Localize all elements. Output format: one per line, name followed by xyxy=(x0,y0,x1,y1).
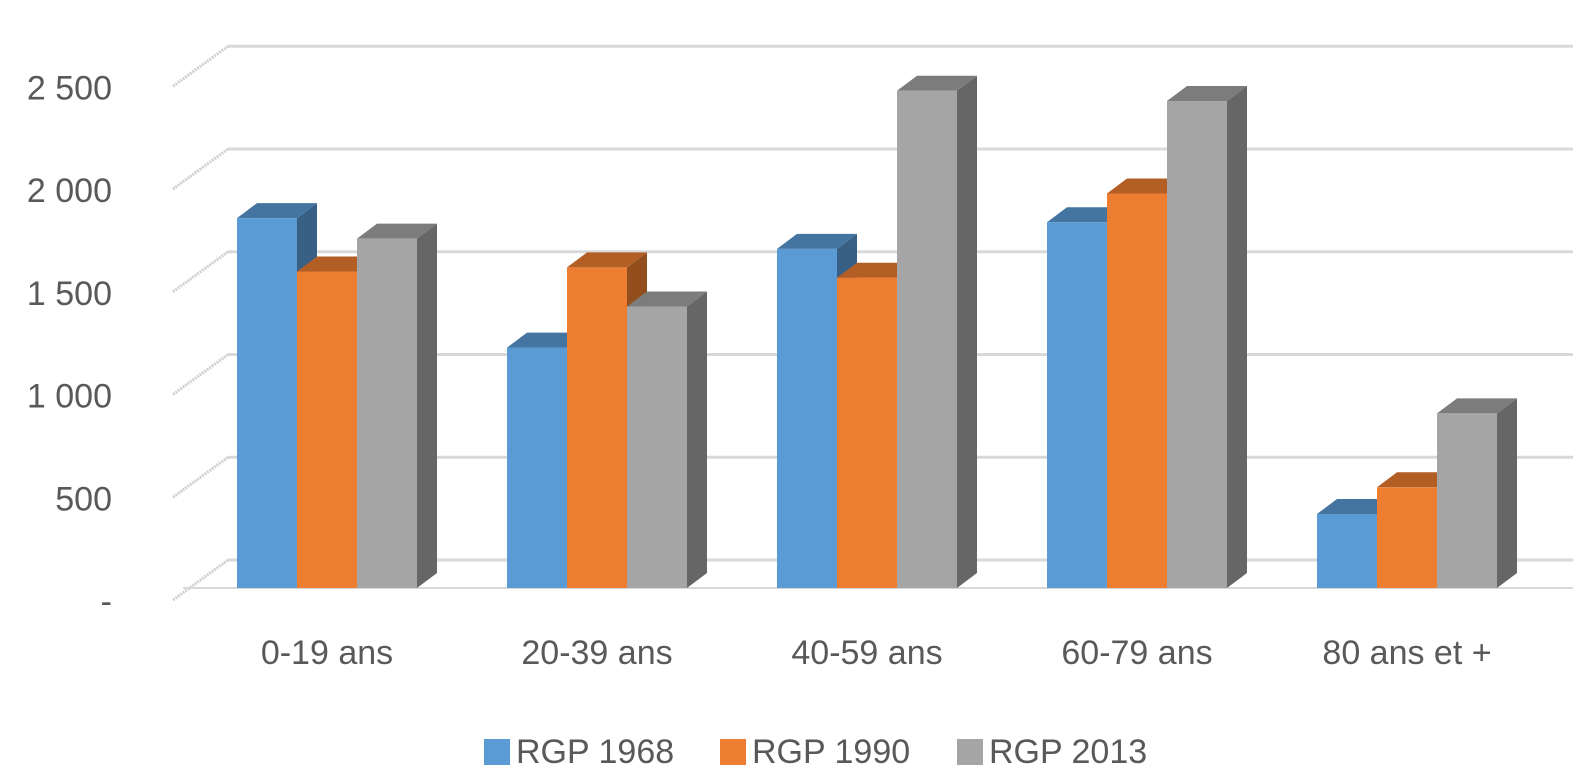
bar-front xyxy=(897,90,957,588)
bar-front xyxy=(297,271,357,588)
bar-side xyxy=(1227,85,1247,588)
bar-front xyxy=(837,277,897,588)
legend-swatch xyxy=(484,739,510,765)
bars xyxy=(237,75,1517,589)
x-category-label: 40-59 ans xyxy=(791,634,942,672)
bar xyxy=(1437,398,1517,588)
legend-item: RGP 1990 xyxy=(720,733,910,771)
bar-side xyxy=(957,75,977,588)
gridline-side xyxy=(172,558,229,602)
bar-side xyxy=(687,291,707,588)
bar xyxy=(1167,85,1247,588)
legend-swatch xyxy=(957,739,983,765)
legend-swatch xyxy=(720,739,746,765)
bar-side xyxy=(1497,398,1517,588)
legend: RGP 1968 RGP 1990 RGP 2013 xyxy=(484,733,1147,771)
bar-front xyxy=(777,248,837,589)
bar-top xyxy=(1167,85,1247,101)
bar-front xyxy=(1107,193,1167,588)
y-axis-tick-labels: - 500 1 000 1 500 2 000 2 500 xyxy=(27,69,112,621)
bar-front xyxy=(627,306,687,588)
y-tick-label: 2 500 xyxy=(27,69,112,107)
bar-front xyxy=(507,347,567,588)
legend-label: RGP 1968 xyxy=(516,733,674,771)
bar xyxy=(897,75,977,588)
bar-front xyxy=(1437,413,1497,588)
y-tick-label: 2 000 xyxy=(27,172,112,210)
y-tick-label: 1 500 xyxy=(27,275,112,313)
y-tick-label: 500 xyxy=(55,480,112,518)
legend-item: RGP 1968 xyxy=(484,733,674,771)
y-tick-label: - xyxy=(101,583,112,621)
x-category-label: 60-79 ans xyxy=(1061,634,1212,672)
legend-label: RGP 1990 xyxy=(752,733,910,771)
x-category-label: 0-19 ans xyxy=(261,634,393,672)
gridline-side xyxy=(172,456,229,499)
bar-front xyxy=(567,267,627,588)
bar-side xyxy=(417,223,437,588)
bar-top xyxy=(237,203,317,219)
gridline-side xyxy=(172,353,229,396)
bar-front xyxy=(357,238,417,588)
x-category-label: 20-39 ans xyxy=(521,634,672,672)
bar-front xyxy=(1377,487,1437,588)
bar-top xyxy=(357,223,437,239)
y-tick-label: 1 000 xyxy=(27,378,112,416)
bar-front xyxy=(1047,222,1107,588)
bar-front xyxy=(1317,514,1377,588)
bar-top xyxy=(1437,398,1517,414)
bar-top xyxy=(627,291,707,307)
gridline-side xyxy=(172,45,229,88)
x-axis-category-labels: 0-19 ans 20-39 ans 40-59 ans 60-79 ans 80 an… xyxy=(261,634,1492,672)
bar-front xyxy=(237,218,297,588)
bar-top xyxy=(567,252,647,268)
legend-label: RGP 2013 xyxy=(989,733,1147,771)
gridline-side xyxy=(172,250,229,293)
bar xyxy=(357,223,437,588)
bar-front xyxy=(1167,100,1227,588)
bar-top xyxy=(897,75,977,91)
legend-item: RGP 2013 xyxy=(957,733,1147,771)
bar-top xyxy=(777,233,857,249)
x-category-label: 80 ans et + xyxy=(1322,634,1491,672)
bar xyxy=(627,291,707,588)
gridline-side xyxy=(172,147,229,191)
